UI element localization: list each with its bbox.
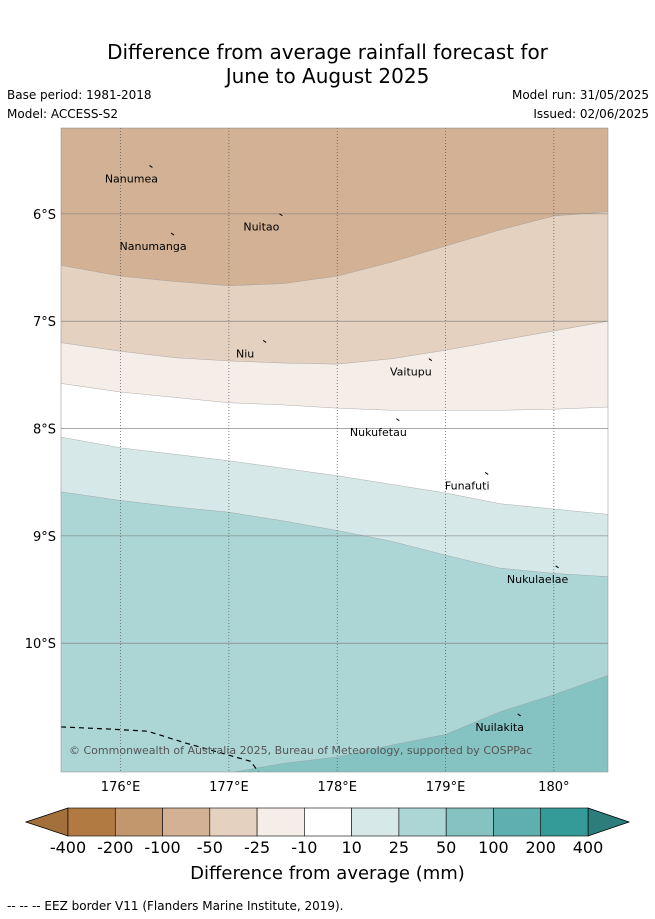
colorbar-low-extension: [24, 807, 69, 837]
island-marker: [517, 713, 521, 717]
latitude-tick-label: 9°S: [33, 530, 56, 545]
island-marker: [149, 165, 153, 168]
latitude-tick-label: 7°S: [33, 315, 56, 330]
colorbar-swatch: [162, 807, 211, 837]
colorbar-swatch: [209, 807, 258, 837]
colorbar-tick-label: 100: [478, 838, 509, 857]
colorbar-swatch: [493, 807, 542, 837]
title-line-2: June to August 2025: [225, 64, 430, 88]
colorbar-swatch: [304, 807, 352, 837]
eez-border-line: [61, 726, 260, 772]
model-name: Model: ACCESS-S2: [7, 107, 119, 121]
latitude-tick-label: 6°S: [33, 208, 56, 223]
colorbar-swatch: [256, 807, 305, 837]
island-label: Nuitao: [243, 221, 279, 234]
island-label: Nuilakita: [475, 721, 524, 734]
island-label: Nanumea: [105, 172, 158, 185]
colorbar-tick-label: 50: [435, 838, 457, 857]
island-marker: [428, 358, 433, 362]
colorbar-swatch: [540, 807, 589, 837]
colorbar-tick-label: -10: [291, 838, 318, 857]
longitude-tick-label: 180°: [538, 780, 569, 795]
band-50-to-100: [234, 675, 608, 772]
colorbar-swatch: [351, 807, 400, 837]
rainfall-map: 176°E 177°E 178°E 179°E 180° 6°S 7°S 8°S 9°S 10°S…: [24, 127, 631, 837]
island-label: Nukulaelae: [507, 573, 569, 586]
colorbar-swatch: [67, 807, 116, 837]
longitude-tick-label: 179°E: [426, 780, 466, 795]
colorbar-swatch: [398, 807, 447, 837]
colorbar-tick-label: 25: [388, 838, 410, 857]
colorbar-tick-label: -25: [244, 838, 271, 857]
latitude-tick-label: 10°S: [25, 637, 56, 652]
colorbar-tick-labels: -400 -200 -100 -50 -25 -10 10 25 50 100 200 400: [0, 838, 655, 858]
island-marker: [555, 565, 559, 569]
latitude-tick-label: 8°S: [33, 423, 56, 438]
colorbar-tick-label: -50: [196, 838, 223, 857]
colorbar-tick-label: -400: [49, 838, 87, 857]
map-frame: [60, 127, 609, 773]
island-label: Funafuti: [445, 479, 490, 492]
island-marker: [170, 232, 175, 236]
island-marker: [396, 418, 400, 422]
island-label: Nanumanga: [120, 240, 187, 253]
island-marker: [484, 472, 489, 475]
colorbar-tick-label: 400: [572, 838, 604, 857]
colorbar-tick-label: 200: [525, 838, 556, 857]
island-label: Nukufetau: [350, 426, 407, 439]
eez-legend: -- -- -- EEZ border V11 (Flanders Marine…: [7, 899, 344, 913]
colorbar-tick-label: -200: [97, 838, 134, 857]
island-marker: [262, 339, 267, 343]
model-run: Model run: 31/05/2025: [511, 88, 649, 102]
forecast-bands: [61, 128, 608, 772]
colorbar-tick-label: -100: [144, 838, 181, 857]
island-label: Niu: [236, 347, 254, 360]
copyright-text: © Commonwealth of Australia 2025, Bureau…: [69, 744, 532, 757]
colorbar-tick-label: 10: [341, 838, 362, 857]
chart-title: Difference from average rainfall forecas…: [0, 40, 655, 88]
base-period: Base period: 1981-2018: [7, 88, 152, 102]
band-below-neg50: [61, 128, 608, 286]
longitude-tick-label: 177°E: [209, 780, 249, 795]
colorbar-title: Difference from average (mm): [190, 863, 465, 884]
colorbar-high-extension: [587, 807, 631, 837]
longitude-tick-label: 178°E: [317, 780, 357, 795]
colorbar-swatch: [114, 807, 163, 837]
longitude-tick-label: 176°E: [101, 780, 141, 795]
issued-date: Issued: 02/06/2025: [533, 107, 649, 121]
title-line-1: Difference from average rainfall forecas…: [107, 40, 548, 64]
island-marker: [279, 213, 283, 217]
colorbar-swatch: [445, 807, 494, 837]
island-label: Vaitupu: [390, 366, 432, 379]
